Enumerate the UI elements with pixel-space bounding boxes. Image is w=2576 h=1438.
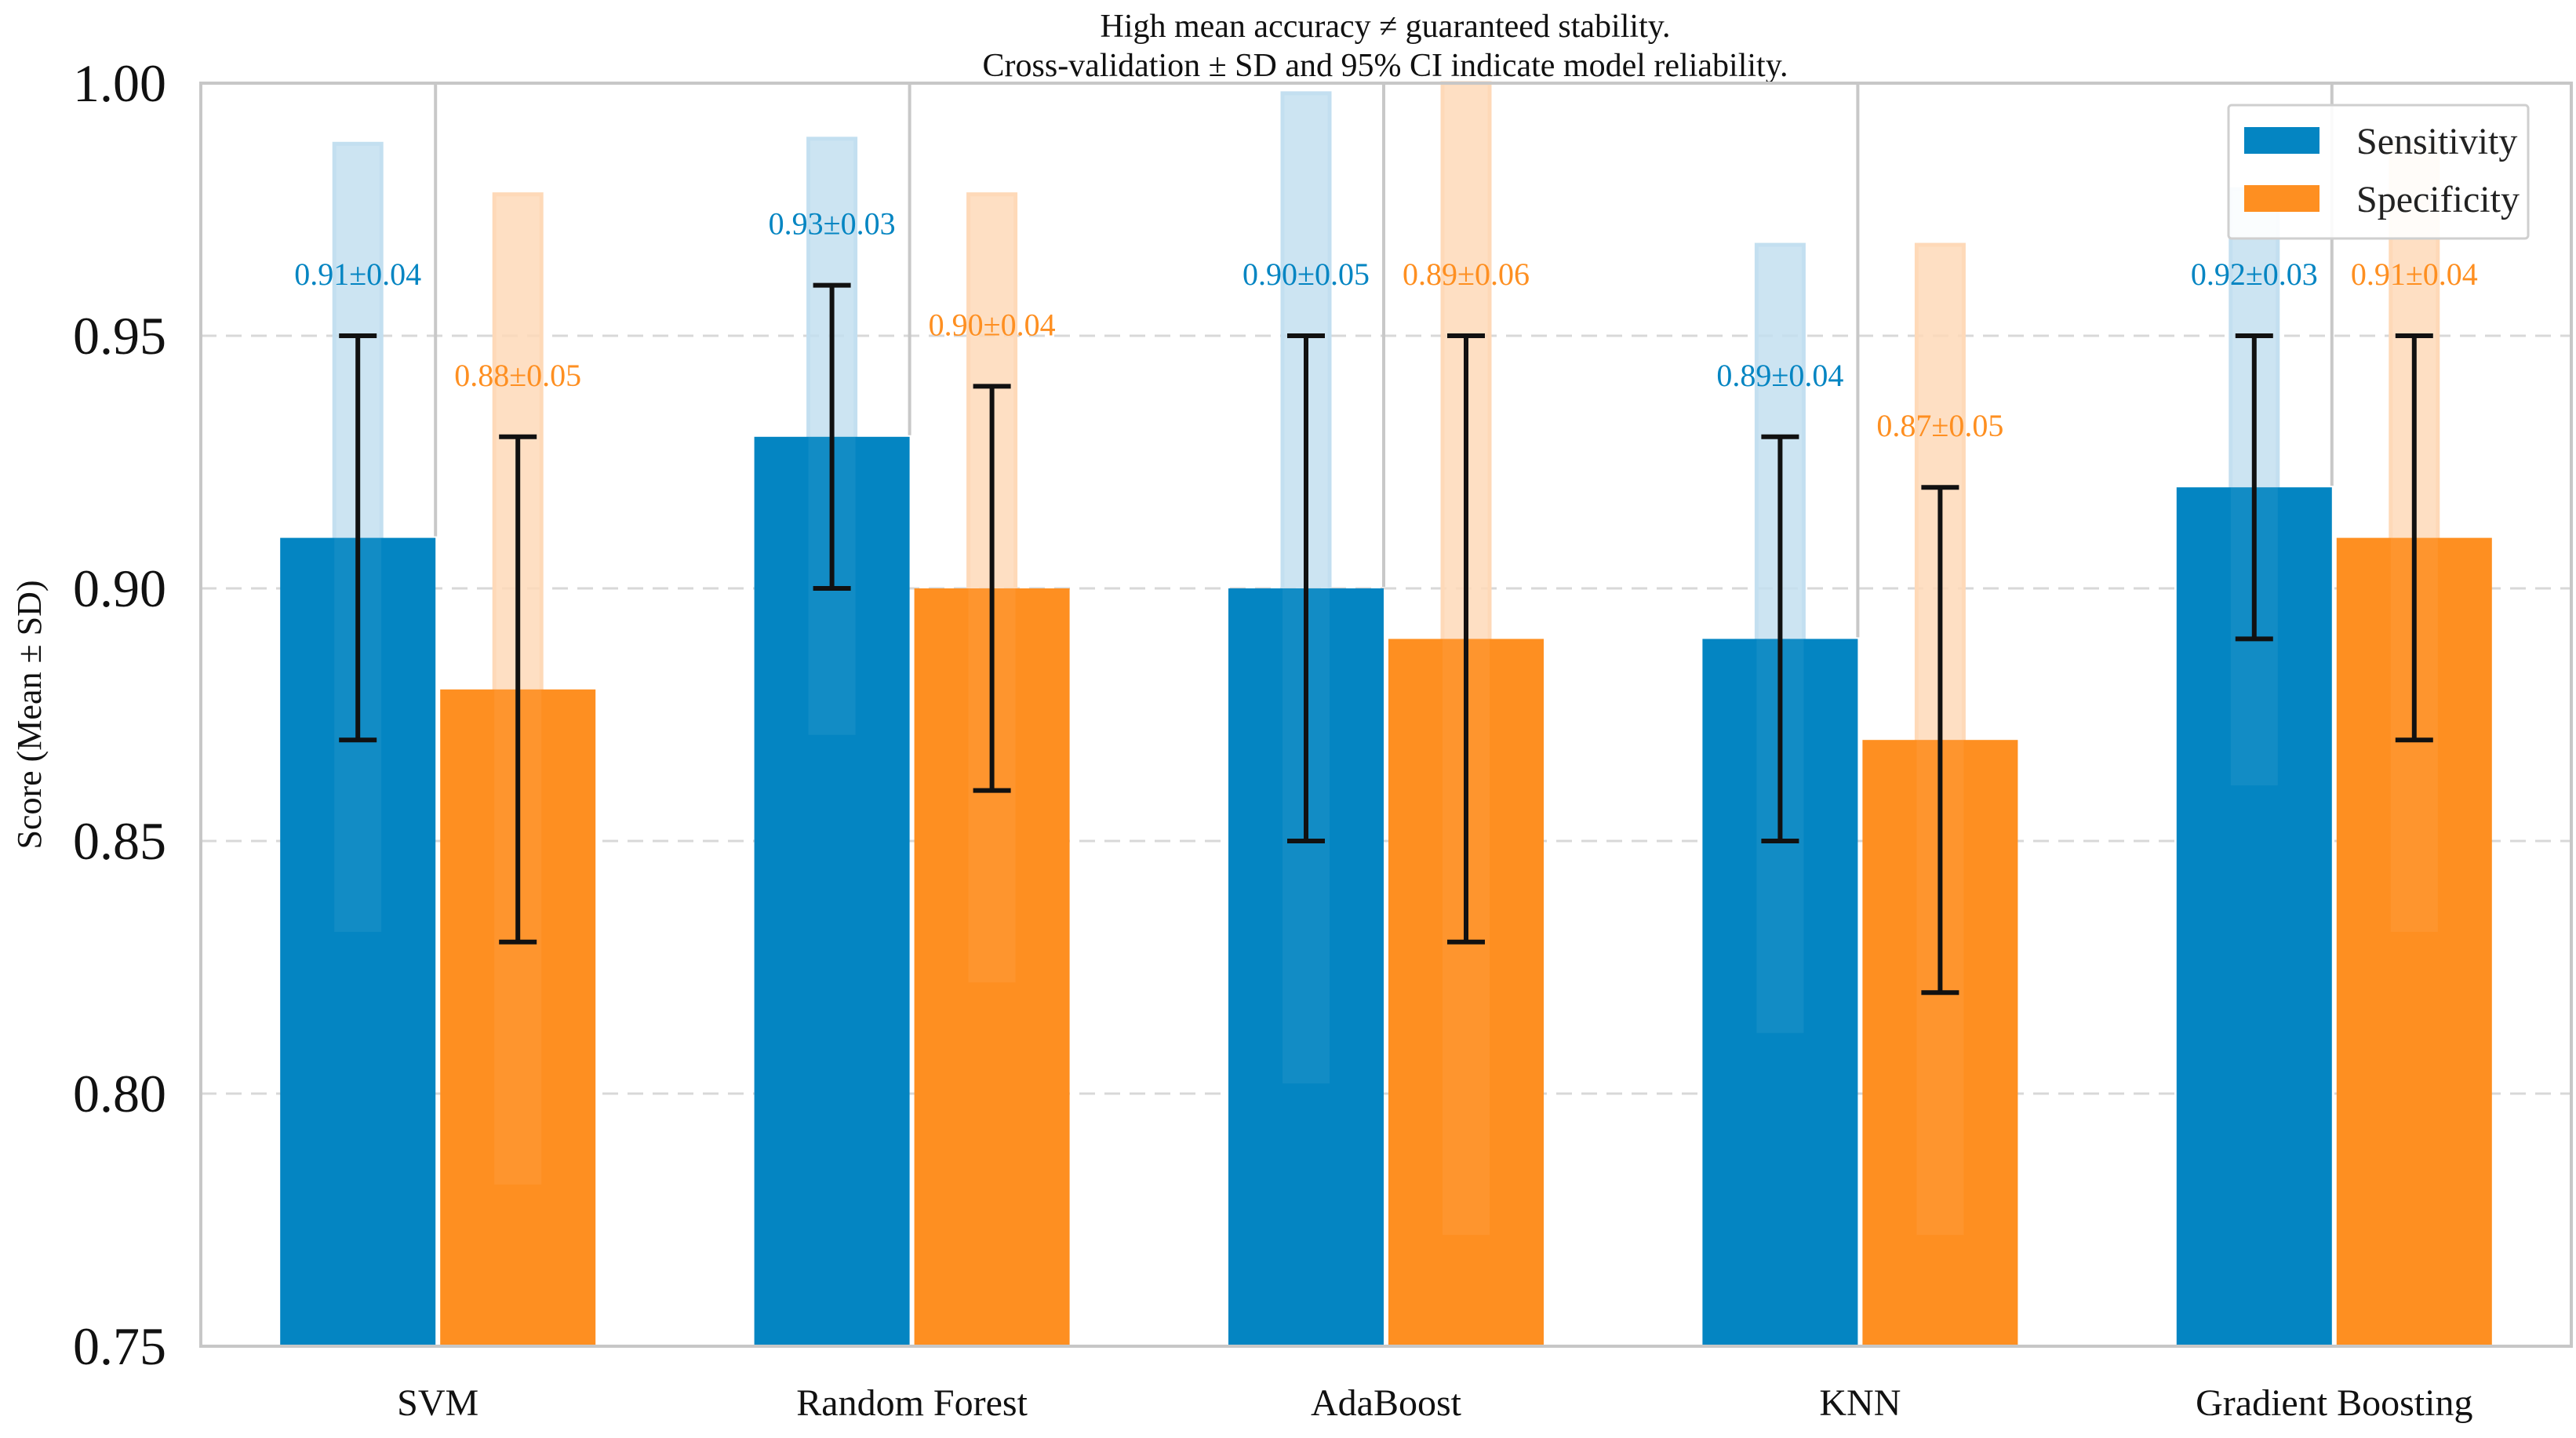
plot-frame [199,82,2573,1348]
data-label: 0.89±0.04 [1716,358,1843,393]
data-label: 0.87±0.05 [1876,408,2003,443]
legend-label-specificity: Specificity [2356,179,2520,220]
x-tick-label: KNN [1819,1382,1901,1424]
data-label-layer: 0.91±0.04 0.88±0.05 0.93±0.03 0.90±0.04 0.90… [294,206,2478,444]
grid-layer [201,334,2571,1095]
legend-swatch-specificity [2244,185,2319,212]
data-label: 0.88±0.05 [454,358,581,393]
bar-layer [280,436,2492,1347]
x-tick-label: Random Forest [796,1382,1028,1424]
axis-layer: 0.75 0.80 0.85 0.90 0.95 1.00 SVM Random Forest… [73,53,2472,1424]
y-tick-label: 0.85 [73,811,166,871]
data-label: 0.91±0.04 [2351,257,2478,292]
y-axis-label: Score (Mean ± SD) [10,580,49,849]
x-tick-label: Gradient Boosting [2196,1382,2472,1424]
y-tick-label: 0.95 [73,306,166,366]
legend-swatch-sensitivity [2244,127,2319,154]
y-tick-label: 0.80 [73,1064,166,1123]
data-label: 0.90±0.05 [1243,257,1370,292]
data-label: 0.91±0.04 [294,257,421,292]
data-label: 0.89±0.06 [1403,257,1530,292]
y-tick-label: 0.75 [73,1316,166,1376]
legend: Sensitivity Specificity [2227,104,2530,240]
chart-title-line-2: Cross-validation ± SD and 95% CI indicat… [983,48,1788,84]
x-tick-label: SVM [397,1382,478,1424]
legend-label-sensitivity: Sensitivity [2356,121,2517,162]
chart-title-line-1: High mean accuracy ≠ guaranteed stabilit… [1100,9,1670,45]
data-label: 0.90±0.04 [929,307,1056,342]
y-tick-label: 0.90 [73,559,166,618]
data-label: 0.92±0.03 [2191,257,2318,292]
y-tick-label: 1.00 [73,53,166,113]
x-tick-label: AdaBoost [1311,1382,1462,1424]
data-label: 0.93±0.03 [769,206,896,242]
error-bar-layer [339,83,2433,996]
